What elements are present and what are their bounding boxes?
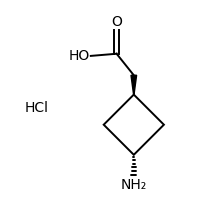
Polygon shape	[131, 75, 137, 95]
Text: HCl: HCl	[25, 100, 49, 115]
Text: O: O	[111, 15, 122, 29]
Text: HO: HO	[68, 49, 90, 63]
Text: NH₂: NH₂	[121, 178, 147, 192]
